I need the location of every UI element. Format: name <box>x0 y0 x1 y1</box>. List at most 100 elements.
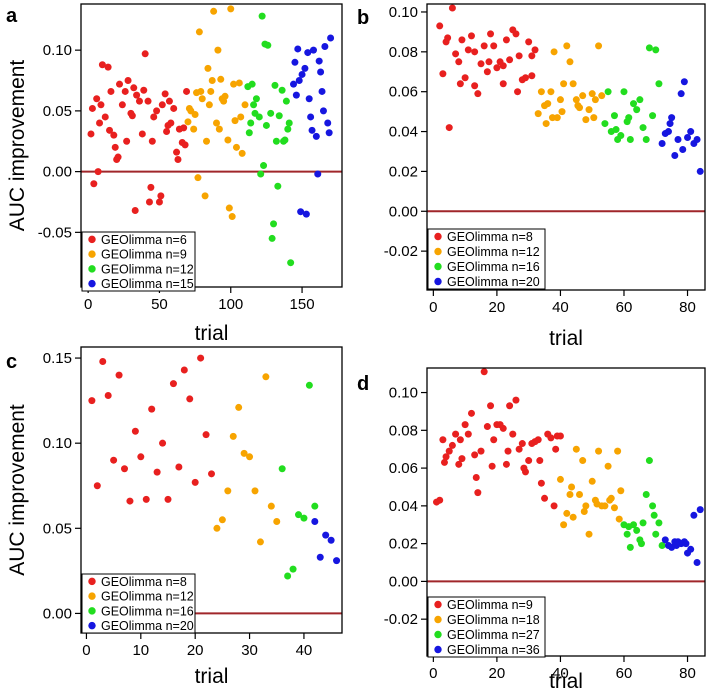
data-point <box>138 130 146 138</box>
data-point <box>292 91 300 99</box>
data-point <box>499 424 507 432</box>
data-point <box>614 447 622 455</box>
data-point <box>237 113 245 121</box>
data-point <box>170 104 178 112</box>
data-point <box>88 104 96 112</box>
data-point <box>440 458 448 466</box>
data-point <box>116 80 124 88</box>
legend-label: GEOlimma n=12 <box>447 245 540 259</box>
legend-marker <box>88 235 96 244</box>
data-point <box>267 502 275 510</box>
data-point <box>247 119 255 127</box>
legend-marker <box>434 232 442 241</box>
data-point <box>194 174 202 182</box>
data-point <box>544 100 552 108</box>
data-point <box>312 132 320 140</box>
data-point <box>246 453 254 461</box>
data-point <box>295 77 303 85</box>
panel-letter: b <box>357 7 369 29</box>
y-tick-label: 0.02 <box>389 536 418 553</box>
legend-marker <box>434 262 442 271</box>
data-point <box>98 61 106 69</box>
data-point <box>617 132 625 140</box>
series-geolimma-n-12 <box>213 373 281 546</box>
data-point <box>224 487 232 495</box>
y-tick-label: 0.10 <box>389 385 418 402</box>
data-point <box>645 44 653 52</box>
data-point <box>158 101 166 109</box>
data-point <box>180 124 188 132</box>
data-point <box>630 100 638 108</box>
data-point <box>215 125 223 133</box>
data-point <box>572 96 580 104</box>
y-tick-label: 0.00 <box>389 573 418 590</box>
data-point <box>439 70 447 78</box>
data-point <box>633 106 641 114</box>
data-point <box>311 517 319 525</box>
data-point <box>480 42 488 50</box>
data-point <box>563 509 571 517</box>
data-point <box>175 463 183 471</box>
data-point <box>521 74 529 82</box>
data-point <box>307 113 315 121</box>
data-point <box>97 101 105 109</box>
data-point <box>456 436 464 444</box>
data-point <box>687 545 695 553</box>
data-point <box>514 88 522 96</box>
data-point <box>309 46 317 54</box>
data-point <box>645 457 653 465</box>
data-point <box>474 90 482 98</box>
data-point <box>322 531 330 539</box>
data-point <box>319 107 327 115</box>
legend-marker <box>88 250 96 258</box>
series-geolimma-n-8 <box>88 354 215 505</box>
y-tick-label: 0.04 <box>389 124 418 141</box>
data-point <box>264 41 272 49</box>
data-point <box>493 64 501 72</box>
data-point <box>625 523 633 531</box>
x-axis-label: trial <box>549 670 583 690</box>
data-point <box>93 95 101 103</box>
data-point <box>325 129 333 137</box>
data-point <box>487 402 495 410</box>
data-point <box>164 495 172 503</box>
series-geolimma-n-12 <box>534 42 606 128</box>
series-geolimma-n-36 <box>661 506 704 567</box>
data-point <box>499 62 507 70</box>
data-point <box>229 432 237 440</box>
data-point <box>167 119 175 127</box>
data-point <box>191 478 199 486</box>
data-point <box>639 124 647 132</box>
data-point <box>163 128 171 136</box>
data-point <box>118 101 126 109</box>
data-point <box>270 220 278 228</box>
x-tick-label: 80 <box>679 665 696 682</box>
y-tick-label: 0.10 <box>43 42 72 59</box>
data-point <box>474 489 482 497</box>
data-point <box>115 371 123 379</box>
data-point <box>128 112 136 120</box>
data-point <box>227 5 235 13</box>
data-point <box>157 192 165 200</box>
legend-marker <box>434 645 442 654</box>
legend-marker <box>434 630 442 639</box>
data-point <box>560 521 568 529</box>
data-point <box>680 78 688 86</box>
data-point <box>150 113 158 121</box>
data-point <box>504 447 512 455</box>
legend-marker <box>88 577 96 586</box>
data-point <box>327 536 335 544</box>
data-point <box>458 36 466 44</box>
data-point <box>287 259 295 267</box>
data-point <box>321 43 329 51</box>
data-point <box>668 114 676 122</box>
data-point <box>185 104 193 112</box>
panel-letter: d <box>357 373 369 395</box>
data-point <box>649 502 657 510</box>
data-point <box>579 457 587 465</box>
data-point <box>588 90 596 98</box>
x-axis-label: trial <box>549 327 583 350</box>
data-point <box>439 436 447 444</box>
data-point <box>252 95 260 103</box>
data-point <box>107 87 115 95</box>
